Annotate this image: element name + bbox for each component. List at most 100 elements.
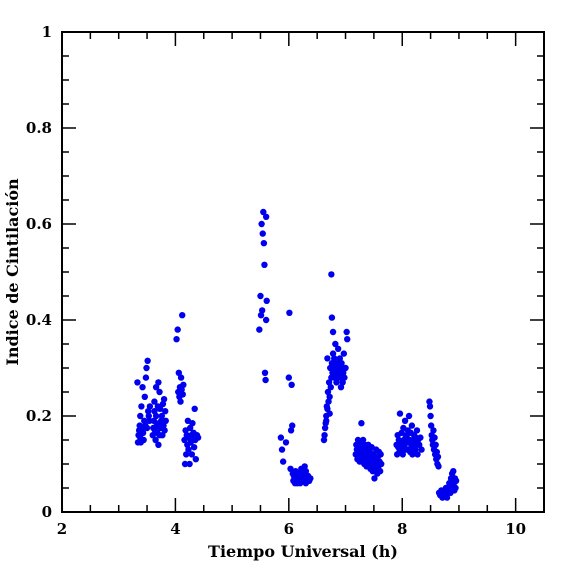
data-point (192, 456, 200, 463)
data-point (289, 422, 296, 429)
data-point (412, 446, 419, 453)
data-point (256, 326, 263, 333)
data-point (156, 388, 163, 396)
data-point (278, 446, 286, 453)
data-point (418, 446, 425, 453)
data-point (190, 444, 198, 451)
data-point (413, 427, 421, 434)
data-point (307, 475, 314, 482)
data-point (336, 355, 344, 362)
data-point (186, 460, 193, 468)
data-point (371, 475, 378, 482)
data-point (324, 355, 331, 362)
data-point (162, 417, 169, 424)
data-point (258, 220, 265, 228)
data-point (145, 412, 152, 420)
data-point (161, 427, 168, 434)
data-point (259, 230, 266, 237)
data-point (174, 326, 181, 333)
data-point (408, 422, 416, 429)
data-point (339, 379, 346, 386)
data-point (325, 379, 333, 386)
data-point (144, 408, 152, 415)
data-point (328, 314, 336, 321)
data-point (443, 494, 451, 501)
data-point (409, 451, 416, 458)
data-point (185, 446, 192, 453)
data-point (134, 379, 141, 386)
data-point (260, 208, 267, 216)
data-point (146, 403, 154, 410)
data-point (285, 374, 293, 381)
data-point (180, 381, 187, 388)
x-tick-label: 4 (170, 520, 180, 538)
data-point (435, 463, 442, 470)
data-point (258, 307, 266, 314)
x-tick-label: 10 (505, 520, 526, 538)
data-point (340, 350, 348, 357)
data-point (288, 381, 295, 388)
data-point (326, 393, 333, 400)
data-point (417, 434, 424, 441)
data-point (341, 374, 348, 381)
data-point (330, 355, 338, 362)
data-point (189, 420, 196, 427)
data-point (301, 463, 308, 470)
data-point (434, 453, 442, 460)
data-point (182, 451, 190, 458)
data-point (321, 424, 329, 432)
data-point (329, 328, 337, 336)
data-point (344, 336, 351, 343)
data-point (320, 436, 328, 444)
data-point (329, 350, 337, 357)
data-point (140, 436, 147, 444)
data-point (177, 374, 185, 381)
data-point (257, 312, 265, 319)
data-point (260, 240, 268, 247)
data-point (150, 417, 158, 424)
data-point (338, 360, 345, 367)
data-point (334, 345, 342, 352)
y-axis-title: Indice de Cintilación (3, 178, 22, 366)
x-tick-label: 2 (57, 520, 67, 538)
data-point (287, 465, 294, 472)
data-point (159, 432, 166, 439)
data-point (401, 417, 409, 424)
y-tick-label: 1 (42, 23, 52, 41)
data-point (358, 420, 365, 427)
data-point (261, 261, 268, 268)
data-point (158, 417, 165, 424)
data-point (432, 441, 439, 448)
x-tick-label: 8 (397, 520, 407, 538)
data-point (399, 451, 407, 458)
data-point (179, 391, 186, 398)
data-point (144, 357, 151, 364)
data-point (155, 441, 162, 448)
data-point (337, 384, 345, 391)
data-point (333, 360, 341, 367)
data-point (159, 400, 167, 408)
data-point (452, 484, 459, 492)
data-point (141, 417, 148, 424)
data-point (194, 434, 202, 441)
data-point (324, 388, 332, 396)
data-point (142, 374, 150, 381)
data-point (296, 480, 304, 487)
data-point (139, 429, 147, 436)
data-point (181, 460, 189, 468)
data-point (175, 369, 183, 376)
data-point (340, 369, 347, 376)
data-point (324, 405, 331, 412)
y-tick-label: 0.4 (26, 311, 52, 329)
x-axis-title: Tiempo Universal (h) (208, 542, 398, 561)
y-tick-label: 0.6 (26, 215, 52, 233)
data-point (327, 384, 334, 391)
data-point (279, 458, 287, 465)
data-point (177, 398, 184, 405)
data-point (287, 427, 295, 434)
data-point (143, 424, 151, 432)
axis-ticks (61, 31, 545, 513)
data-point (427, 412, 434, 420)
data-point (261, 369, 269, 376)
data-point (188, 451, 196, 458)
